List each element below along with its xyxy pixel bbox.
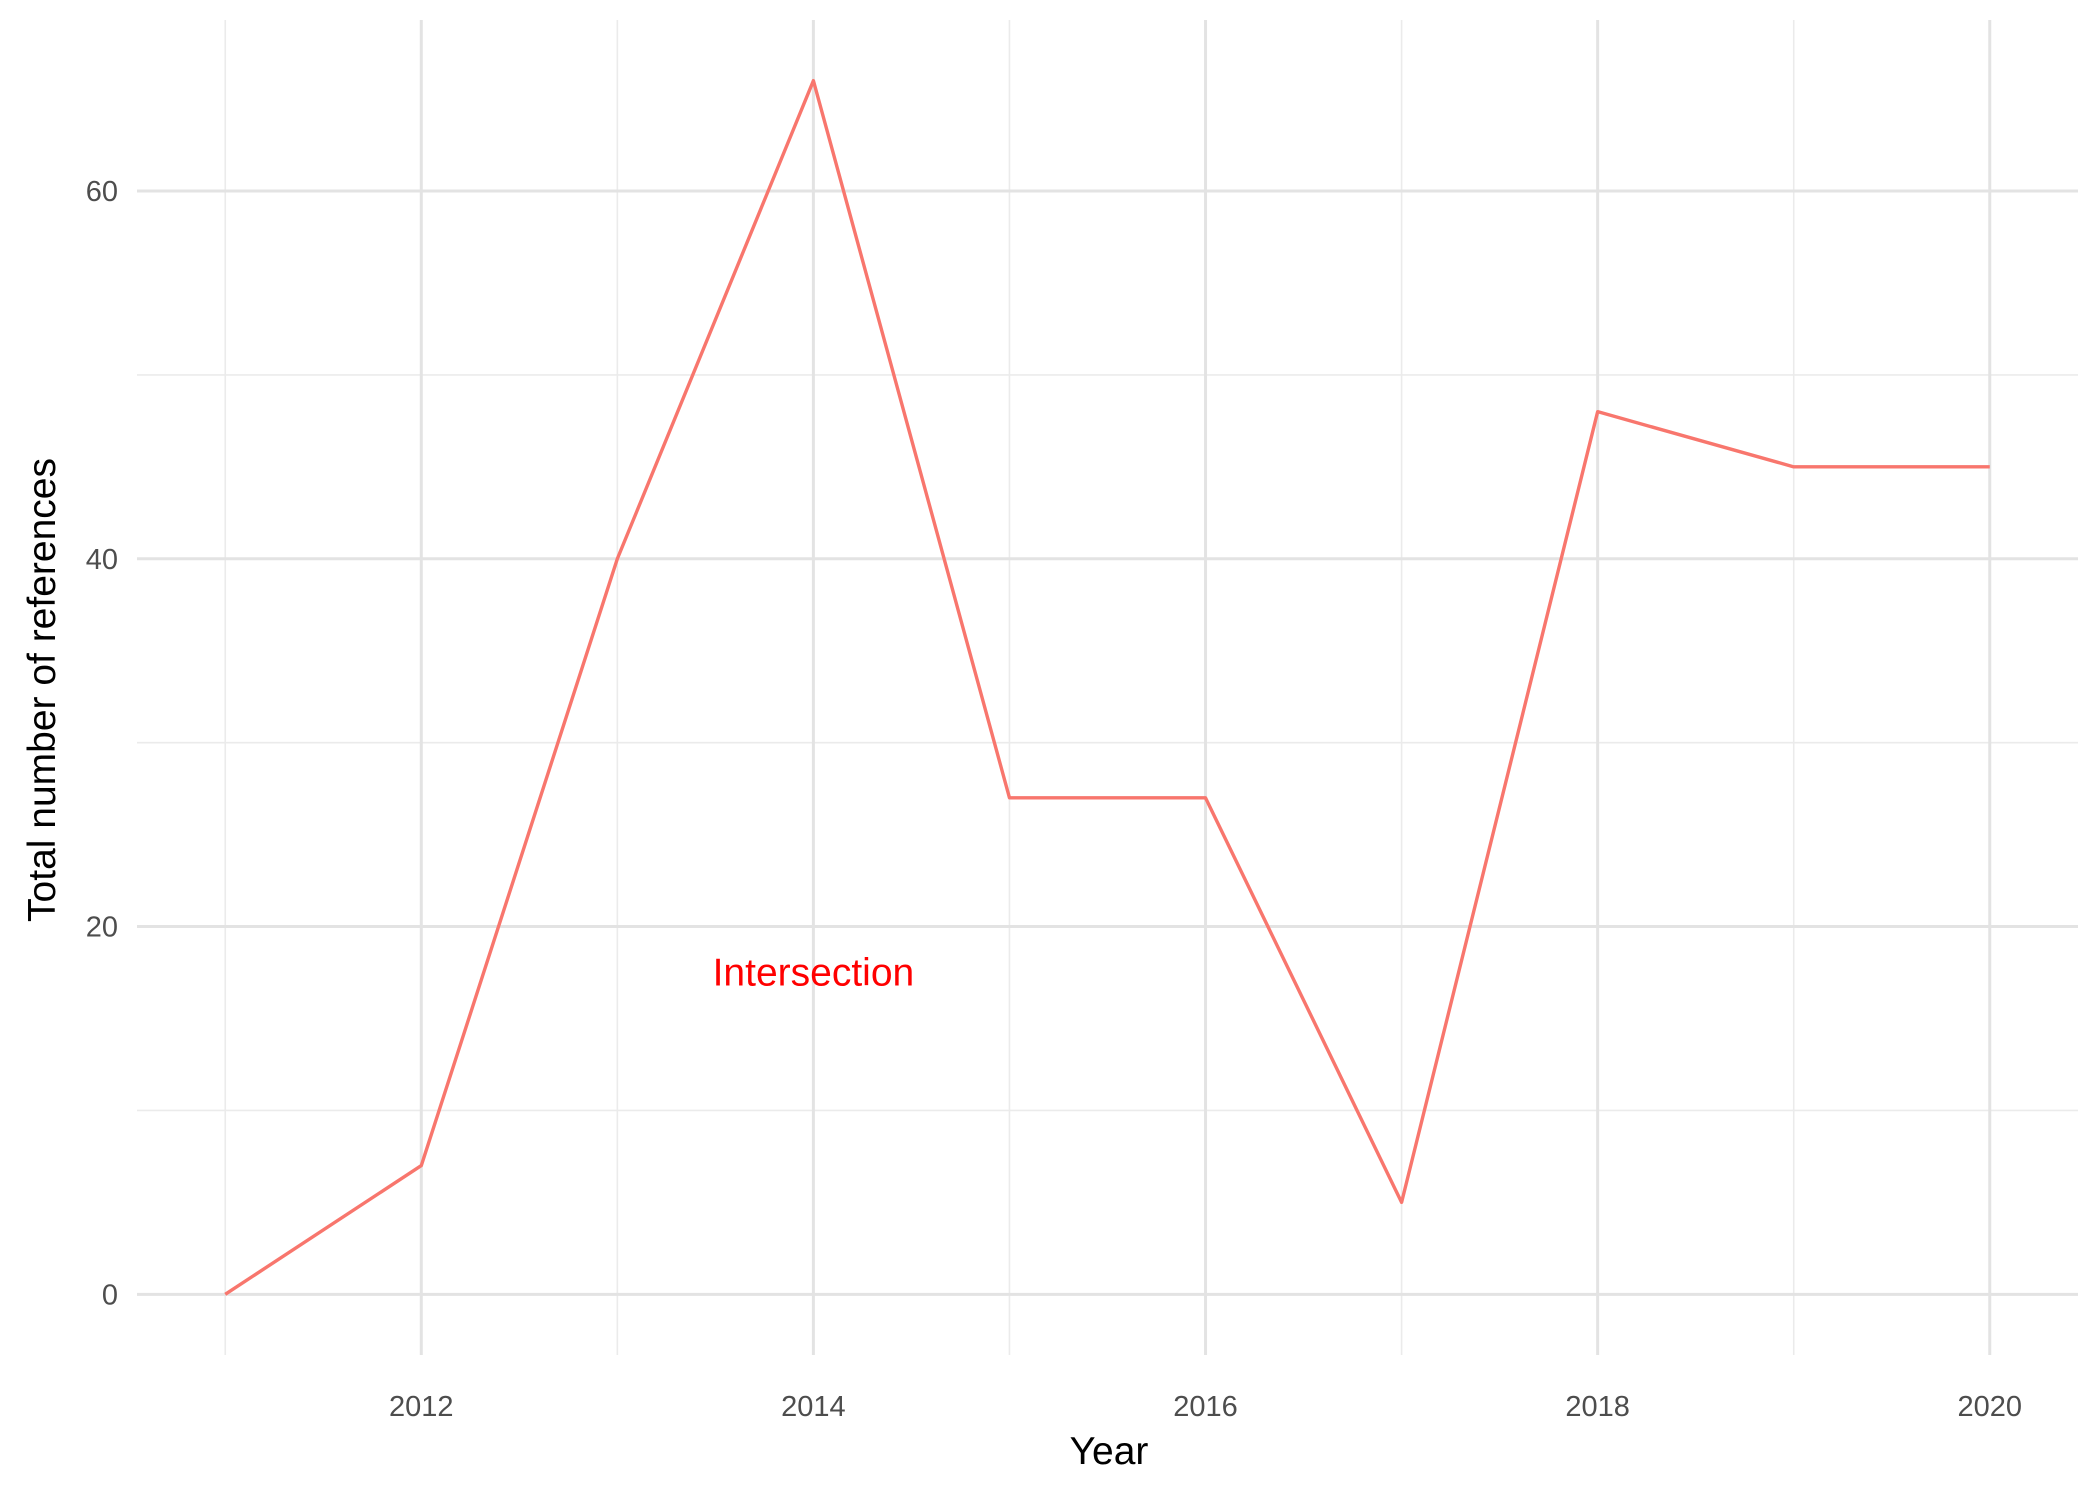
y-axis-tick-labels: 0 20 40 60 (86, 176, 118, 1311)
annotation-label: Intersection (713, 952, 915, 995)
annotations-layer: Intersection (713, 952, 915, 995)
x-tick-label: 2014 (781, 1391, 846, 1423)
minor-gridlines (137, 20, 2078, 1355)
y-tick-label: 0 (102, 1279, 118, 1311)
major-gridlines (137, 20, 2078, 1355)
x-axis-tick-labels: 2012 2014 2016 2018 2020 (389, 1391, 2022, 1423)
series-line (224, 78, 1990, 1296)
y-tick-label: 40 (86, 544, 118, 576)
y-tick-label: 60 (86, 176, 118, 208)
x-tick-label: 2018 (1565, 1391, 1630, 1423)
x-axis-title: Year (1070, 1430, 1149, 1473)
y-axis-title: Total number of references (21, 458, 64, 922)
series-layer (224, 78, 1990, 1296)
x-tick-label: 2020 (1958, 1391, 2023, 1423)
y-tick-label: 20 (86, 912, 118, 944)
x-tick-label: 2012 (389, 1391, 454, 1423)
x-tick-label: 2016 (1173, 1391, 1238, 1423)
